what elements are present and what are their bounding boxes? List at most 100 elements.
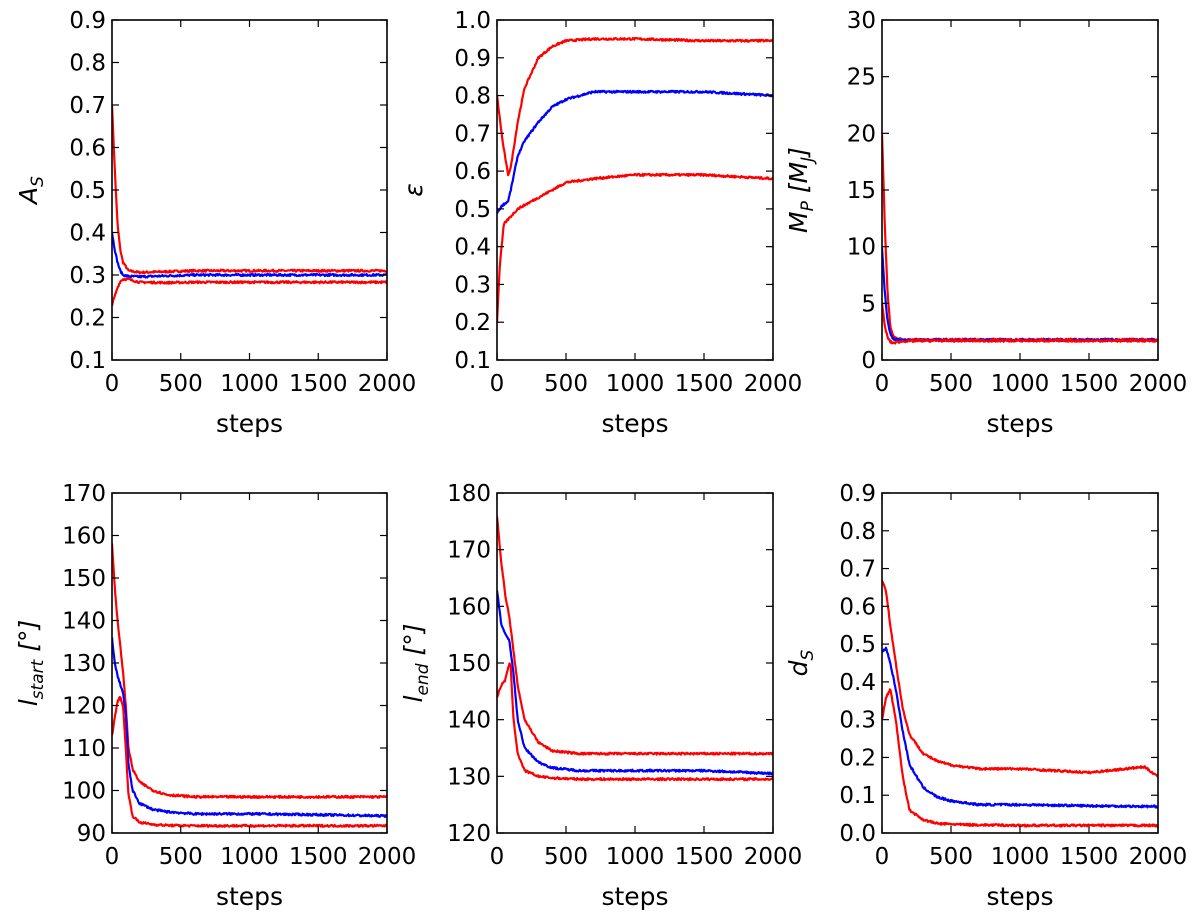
series-line-upper	[497, 516, 773, 756]
y-tick-label: 160	[447, 594, 491, 620]
x-tick-label: 500	[159, 371, 203, 397]
x-tick-label: 0	[875, 371, 890, 397]
x-tick-label: 2000	[358, 844, 417, 870]
y-tick-label: 0.9	[839, 481, 876, 507]
y-tick-label: 0.8	[839, 519, 876, 545]
panel-bottom-middle: 0 500 1000 1500 2000 120 130 140 150 160 170 180 ste…	[399, 481, 802, 911]
x-tick-label: 2000	[1129, 371, 1188, 397]
panel-bottom-left: 0 500 1000 1500 2000 90 100 110 120 130 140 150 160 1…	[14, 481, 416, 911]
series-group	[882, 580, 1158, 828]
y-tick-label: 170	[447, 538, 491, 564]
y-axis-label: MP [MJ]	[784, 147, 818, 233]
series-line-median	[112, 232, 387, 279]
y-tick-label: 1.0	[454, 8, 491, 34]
y-tick-label: 150	[62, 566, 106, 592]
series-line-median	[882, 646, 1158, 809]
y-axis-label: ε	[399, 183, 428, 197]
x-tick-label: 2000	[358, 371, 417, 397]
series-line-lower	[882, 302, 1158, 345]
y-tick-label: 25	[847, 65, 876, 91]
panel-bottom-right: 0 500 1000 1500 2000 0.0 0.1 0.2 0.3 0.4 0.5 0.6 0.7…	[784, 481, 1187, 911]
series-line-upper	[882, 580, 1158, 778]
y-tick-label: 0.1	[839, 783, 876, 809]
x-tick-label: 500	[159, 844, 203, 870]
x-tick-label: 500	[544, 371, 588, 397]
series-group	[497, 36, 773, 323]
axes-frame	[111, 19, 388, 361]
axes-frame	[111, 492, 388, 834]
series-line-lower	[497, 662, 773, 782]
axes-frame	[496, 492, 774, 834]
y-axis-label: AS	[14, 176, 48, 206]
y-tick-label: 170	[62, 481, 106, 507]
y-tick-label: 160	[62, 524, 106, 550]
y-tick-label: 130	[62, 651, 106, 677]
y-tick-label: 180	[447, 481, 491, 507]
series-line-upper	[497, 36, 773, 177]
x-tick-label: 1500	[675, 371, 734, 397]
x-axis-label: steps	[986, 882, 1053, 911]
series-line-median	[497, 89, 773, 214]
y-tick-label: 150	[447, 651, 491, 677]
y-tick-label: 0.5	[839, 632, 876, 658]
y-axis-label: lend [°]	[399, 624, 433, 703]
x-tick-label: 1500	[1060, 371, 1119, 397]
x-axis-label: steps	[601, 409, 668, 438]
y-axis-label: lstart [°]	[14, 620, 48, 707]
y-tick-label: 130	[447, 764, 491, 790]
y-tick-label: 0.4	[839, 670, 876, 696]
x-tick-label: 0	[875, 844, 890, 870]
y-tick-label: 0.7	[454, 121, 491, 147]
x-tick-label: 2000	[744, 844, 803, 870]
axes-frame	[881, 19, 1159, 361]
panel-top-left: 0 500 1000 1500 2000 0.1 0.2 0.3 0.4 0.5 0.6 0.7 0.8…	[14, 8, 416, 438]
x-tick-label: 1500	[289, 844, 348, 870]
x-tick-label: 2000	[1129, 844, 1188, 870]
x-axis-label: steps	[601, 882, 668, 911]
series-line-median	[882, 247, 1158, 343]
x-tick-label: 1000	[606, 844, 665, 870]
x-tick-label: 1500	[675, 844, 734, 870]
y-tick-label: 0.5	[454, 197, 491, 223]
y-tick-label: 0.3	[454, 272, 491, 298]
y-tick-label: 0.3	[69, 263, 106, 289]
series-line-lower	[112, 695, 387, 828]
y-tick-label: 20	[847, 121, 876, 147]
axes-frame	[496, 19, 774, 361]
y-tick-label: 0.6	[839, 594, 876, 620]
y-tick-label: 90	[77, 821, 106, 847]
y-tick-label: 0.3	[839, 708, 876, 734]
y-tick-label: 0.6	[69, 136, 106, 162]
y-tick-label: 0.7	[69, 93, 106, 119]
y-tick-label: 100	[62, 779, 106, 805]
x-tick-label: 500	[544, 844, 588, 870]
y-tick-label: 0.8	[69, 51, 106, 77]
series-line-median	[112, 637, 387, 819]
x-tick-label: 500	[929, 371, 973, 397]
x-tick-label: 1000	[606, 371, 665, 397]
x-axis-label: steps	[216, 882, 283, 911]
series-line-upper	[112, 105, 387, 275]
series-line-upper	[112, 543, 387, 799]
x-tick-label: 0	[490, 371, 505, 397]
y-tick-label: 0.7	[839, 557, 876, 583]
y-tick-label: 0.2	[69, 306, 106, 332]
y-tick-label: 0.2	[454, 310, 491, 336]
y-tick-label: 0.1	[454, 348, 491, 374]
series-line-lower	[497, 172, 773, 323]
axes-frame	[881, 492, 1159, 834]
y-tick-label: 0.0	[839, 821, 876, 847]
x-tick-label: 1500	[1060, 844, 1119, 870]
x-axis-label: steps	[986, 409, 1053, 438]
series-line-median	[497, 590, 773, 776]
series-group	[112, 105, 387, 307]
y-tick-label: 140	[62, 609, 106, 635]
y-axis-label: dS	[784, 649, 818, 676]
y-tick-label: 15	[847, 178, 876, 204]
series-group	[497, 516, 773, 782]
series-line-upper	[882, 134, 1158, 342]
x-tick-label: 1000	[220, 844, 279, 870]
x-tick-label: 500	[929, 844, 973, 870]
x-tick-label: 2000	[744, 371, 803, 397]
